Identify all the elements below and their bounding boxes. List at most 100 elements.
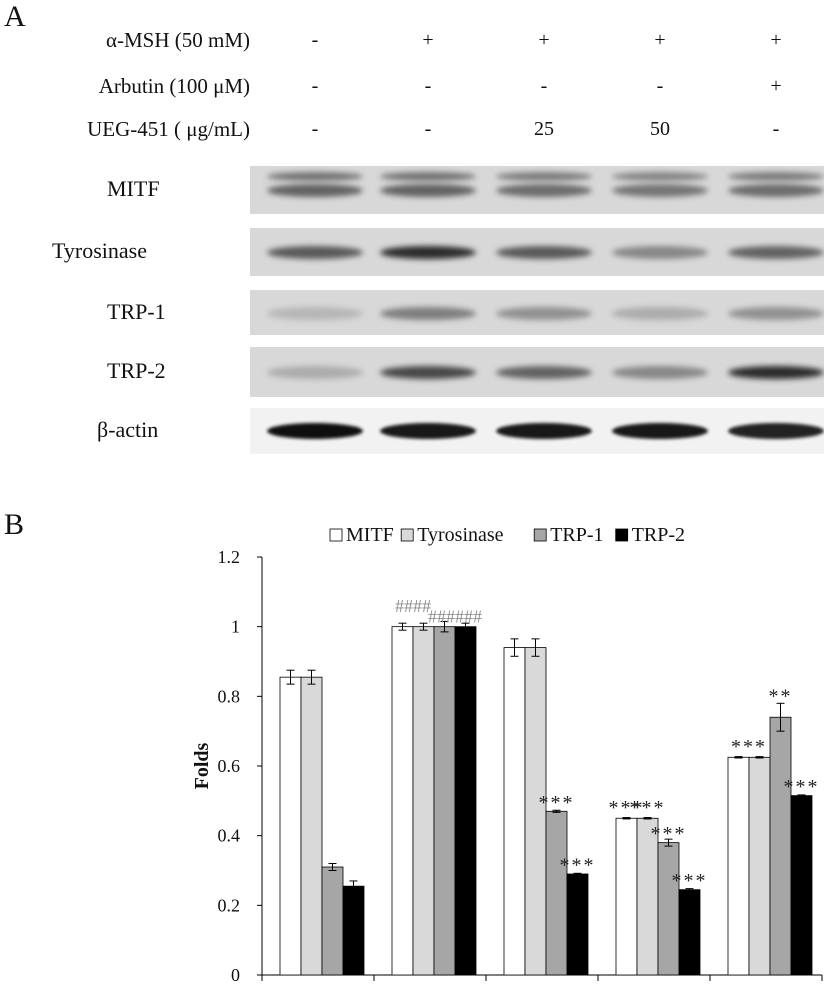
blot-band [380,423,476,439]
bar [279,676,302,976]
blot-band [267,172,363,181]
treatment-value: + [654,29,666,51]
treatment-value: - [311,75,319,97]
treatment-value: 50 [650,118,670,140]
blot-band [728,184,824,197]
blot-band [496,423,592,439]
legend-label: MITF [346,524,394,546]
blot-band [380,306,476,320]
blot-band [728,366,824,379]
blot-band [380,366,476,379]
blot-label: β-actin [97,417,159,442]
bar [412,626,435,976]
blot-band [267,246,363,259]
bar [769,716,792,976]
significance-label: #### [395,596,431,616]
y-tick-label: 0.2 [218,895,241,915]
significance-label: *** [672,870,708,892]
bar [615,817,638,976]
significance-label: *** [630,797,666,819]
blot-band [612,172,708,181]
treatment-value: - [424,75,432,97]
significance-label: *** [539,792,575,814]
blot-band [496,366,592,379]
blot-label: TRP-2 [107,358,166,383]
blot-band [496,246,592,259]
blot-band [380,184,476,197]
treatment-label: Arbutin (100 μM) [98,74,250,98]
significance-label: ###### [428,606,482,626]
blot-strip [250,166,824,214]
bar [300,676,323,976]
blot-band [728,172,824,181]
blot-band [380,172,476,181]
blot-band [496,306,592,320]
blot-band [728,423,824,439]
significance-label: *** [731,736,767,758]
y-tick-label: 0.8 [218,686,241,706]
treatment-value: + [770,75,782,97]
bar [391,626,414,976]
blot-band [612,184,708,197]
legend-swatch [533,528,547,542]
treatment-label: α-MSH (50 mM) [105,28,250,52]
bar [503,647,526,976]
blot-strip [250,408,824,454]
treatment-value: - [772,118,780,140]
y-tick-label: 1.2 [218,547,241,567]
y-tick-label: 0.4 [218,826,241,846]
blot-band [728,246,824,259]
legend-swatch [400,528,414,542]
legend-label: Tyrosinase [417,524,503,546]
treatment-label: UEG-451 ( μg/mL) [87,117,250,141]
bar [657,842,680,976]
significance-label: *** [560,855,596,877]
blot-label: MITF [107,176,160,201]
bar [433,626,456,976]
blot-band [267,306,363,320]
y-axis-label: Folds [191,742,213,789]
treatment-value: + [538,29,550,51]
bar [727,756,750,976]
bar [321,866,344,976]
bar [342,885,365,976]
blot-band [496,172,592,181]
blot-band [612,366,708,379]
blot-band [380,246,476,259]
legend-label: TRP-2 [632,524,685,546]
treatment-value: + [770,29,782,51]
blot-band [728,306,824,320]
treatment-value: - [540,75,548,97]
significance-label: *** [609,797,645,819]
bar [566,873,589,976]
treatment-value: + [422,29,434,51]
blot-band [267,423,363,439]
treatment-value: - [424,118,432,140]
blot-band [496,184,592,197]
panel-b-letter: B [4,508,25,541]
treatment-value: - [311,118,319,140]
y-tick-label: 0.6 [218,756,241,776]
blot-strip [250,290,824,335]
blot-label: Tyrosinase [52,238,147,263]
y-tick-label: 1 [231,617,240,637]
blot-strip [250,347,824,397]
bar [748,756,771,976]
treatment-value: 25 [534,118,554,140]
bar-chart: 00.20.40.60.811.2Folds##########********… [191,524,823,985]
blot-band [267,184,363,197]
bar [678,889,701,976]
blot-band [612,306,708,320]
legend-label: TRP-1 [550,524,603,546]
legend-swatch [329,528,343,542]
blot-band [612,246,708,259]
significance-label: ** [769,686,793,708]
bar [454,626,477,976]
significance-label: *** [784,776,820,798]
blot-band [267,366,363,379]
blot-strip [250,228,824,276]
legend-swatch [615,528,629,542]
blot-label: TRP-1 [107,298,166,324]
treatment-value: - [311,29,319,51]
y-tick-label: 0 [231,965,240,985]
